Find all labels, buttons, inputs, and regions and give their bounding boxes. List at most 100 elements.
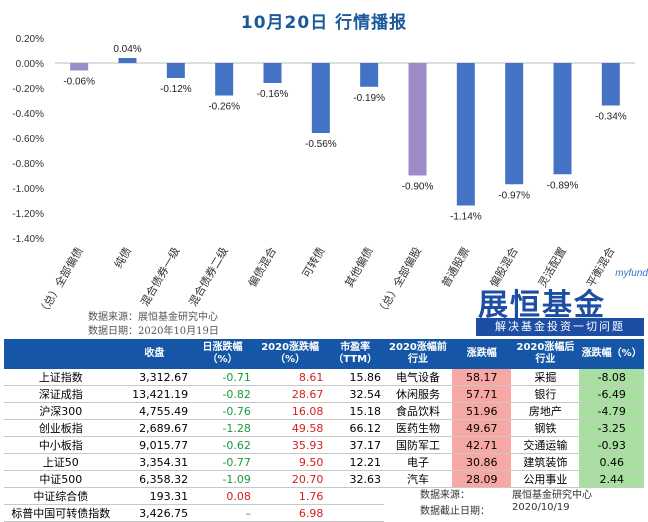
top-industry-change: 30.86	[451, 453, 512, 471]
index-daily-change: -1.09	[191, 470, 254, 488]
index-name: 上证指数	[4, 369, 118, 386]
brand-logo: myfund 展恒基金 解决基金投资一切问题	[474, 268, 648, 340]
industry-header-bottom-change: 涨跌幅（%）	[579, 339, 644, 369]
bottom-industry: 公用事业	[511, 470, 580, 488]
index-daily-change: 0.08	[191, 487, 254, 505]
bar-chart: 0.20% 0.00% -0.20% -0.40% -0.60% -0.80% -1.00%…	[12, 34, 635, 318]
index-ytd-change: 35.93	[253, 436, 327, 454]
table-row: 电子 30.86 建筑装饰 0.46	[384, 453, 644, 471]
bar	[456, 63, 475, 206]
industry-header-top: 2020涨幅前行业	[384, 339, 452, 369]
y-tick-label: 0.20%	[16, 34, 44, 45]
index-ytd-change: 28.67	[253, 385, 327, 403]
top-industry-change: 49.67	[451, 419, 512, 437]
index-close: 9,015.77	[117, 436, 192, 454]
bottom-industry-change: -4.79	[579, 402, 644, 420]
bottom-industry-change: -6.49	[579, 385, 644, 403]
data-label: -0.56%	[305, 139, 337, 150]
index-daily-change: -0.76	[191, 402, 254, 420]
index-close: 2,689.67	[117, 419, 192, 437]
table-row: 创业板指 2,689.67 -1.28 49.58 66.12	[4, 419, 384, 437]
data-label: -0.16%	[257, 89, 289, 100]
index-daily-change: –	[191, 504, 254, 522]
index-name: 深证成指	[4, 385, 118, 403]
index-daily-change: -0.77	[191, 453, 254, 471]
top-industry-change: 51.96	[451, 402, 512, 420]
index-header-ytd: 2020涨跌幅（%）	[253, 339, 327, 369]
source-note: 数据来源：展恒基金研究中心	[88, 312, 218, 323]
table-row: 中证综合债 193.31 0.08 1.76	[4, 487, 384, 505]
bar	[553, 63, 572, 175]
index-name: 标普中国可转债指数	[4, 504, 118, 522]
industry-source-label: 数据来源：	[420, 490, 470, 501]
table-row: 医药生物 49.67 钢铁 -3.25	[384, 419, 644, 437]
index-close: 13,421.19	[117, 385, 192, 403]
date-note: 数据日期：2020年10月19日	[88, 326, 219, 337]
industry-source-value: 展恒基金研究中心	[512, 490, 592, 501]
table-row: 沪深300 4,755.49 -0.76 16.08 15.18	[4, 402, 384, 420]
table-row: 国防军工 42.71 交通运输 -0.93	[384, 436, 644, 454]
category-label: 可转债	[299, 245, 328, 281]
bar	[263, 63, 282, 83]
y-tick-label: -1.00%	[12, 184, 44, 195]
index-daily-change: -0.71	[191, 369, 254, 386]
index-header-daily: 日涨跌幅（%）	[191, 339, 254, 369]
index-ytd-change: 9.50	[253, 453, 327, 471]
index-close: 193.31	[117, 487, 192, 505]
data-label: -0.12%	[160, 84, 192, 95]
bottom-industry: 采掘	[511, 369, 580, 386]
data-label: -0.97%	[498, 190, 530, 201]
table-row: 休闲服务 57.71 银行 -6.49	[384, 385, 644, 403]
category-label: 其他偏债	[342, 245, 376, 290]
index-pe	[326, 487, 384, 505]
bar	[360, 63, 379, 87]
top-industry-change: 57.71	[451, 385, 512, 403]
top-industry: 电气设备	[384, 369, 452, 386]
index-close: 6,358.32	[117, 470, 192, 488]
logo-slogan: 解决基金投资一切问题	[476, 318, 644, 336]
bar	[118, 58, 137, 63]
bar	[70, 63, 89, 71]
top-industry-change: 58.17	[451, 369, 512, 386]
y-tick-label: -1.40%	[12, 234, 44, 245]
top-industry: 汽车	[384, 470, 452, 488]
bottom-industry: 房地产	[511, 402, 580, 420]
bar	[408, 63, 427, 176]
bar	[601, 63, 620, 106]
bottom-industry-change: 0.46	[579, 453, 644, 471]
top-industry-change: 42.71	[451, 436, 512, 454]
index-close: 3,312.67	[117, 369, 192, 386]
data-label: -0.06%	[63, 77, 95, 88]
index-name: 上证50	[4, 453, 118, 471]
index-name: 沪深300	[4, 402, 118, 420]
bottom-industry: 银行	[511, 385, 580, 403]
bar	[505, 63, 524, 185]
top-industry-change: 28.09	[451, 470, 512, 488]
data-label: -0.19%	[353, 93, 385, 104]
table-row: 上证50 3,354.31 -0.77 9.50 12.21	[4, 453, 384, 471]
y-tick-label: -1.20%	[12, 209, 44, 220]
index-pe: 37.17	[326, 436, 384, 454]
top-industry: 电子	[384, 453, 452, 471]
index-name: 中小板指	[4, 436, 118, 454]
table-row: 深证成指 13,421.19 -0.82 28.67 32.54	[4, 385, 384, 403]
index-pe: 32.54	[326, 385, 384, 403]
index-pe: 66.12	[326, 419, 384, 437]
index-ytd-change: 6.98	[253, 504, 327, 522]
index-ytd-change: 49.58	[253, 419, 327, 437]
bottom-industry-change: -3.25	[579, 419, 644, 437]
logo-brand: 展恒基金	[478, 288, 606, 323]
index-daily-change: -0.62	[191, 436, 254, 454]
bar	[311, 63, 330, 133]
table-row: 汽车 28.09 公用事业 2.44	[384, 470, 644, 488]
industry-header-top-change: 涨跌幅	[451, 339, 512, 369]
y-tick-label: -0.20%	[12, 84, 44, 95]
logo-myfund: myfund	[615, 268, 648, 279]
top-industry: 休闲服务	[384, 385, 452, 403]
index-ytd-change: 1.76	[253, 487, 327, 505]
index-ytd-change: 16.08	[253, 402, 327, 420]
index-close: 3,354.31	[117, 453, 192, 471]
index-table: 收盘 日涨跌幅（%） 2020涨跌幅（%） 市盈率（TTM） 上证指数 3,312…	[4, 339, 384, 522]
index-header-close: 收盘	[117, 339, 192, 369]
table-row: 中证500 6,358.32 -1.09 20.70 32.63	[4, 470, 384, 488]
